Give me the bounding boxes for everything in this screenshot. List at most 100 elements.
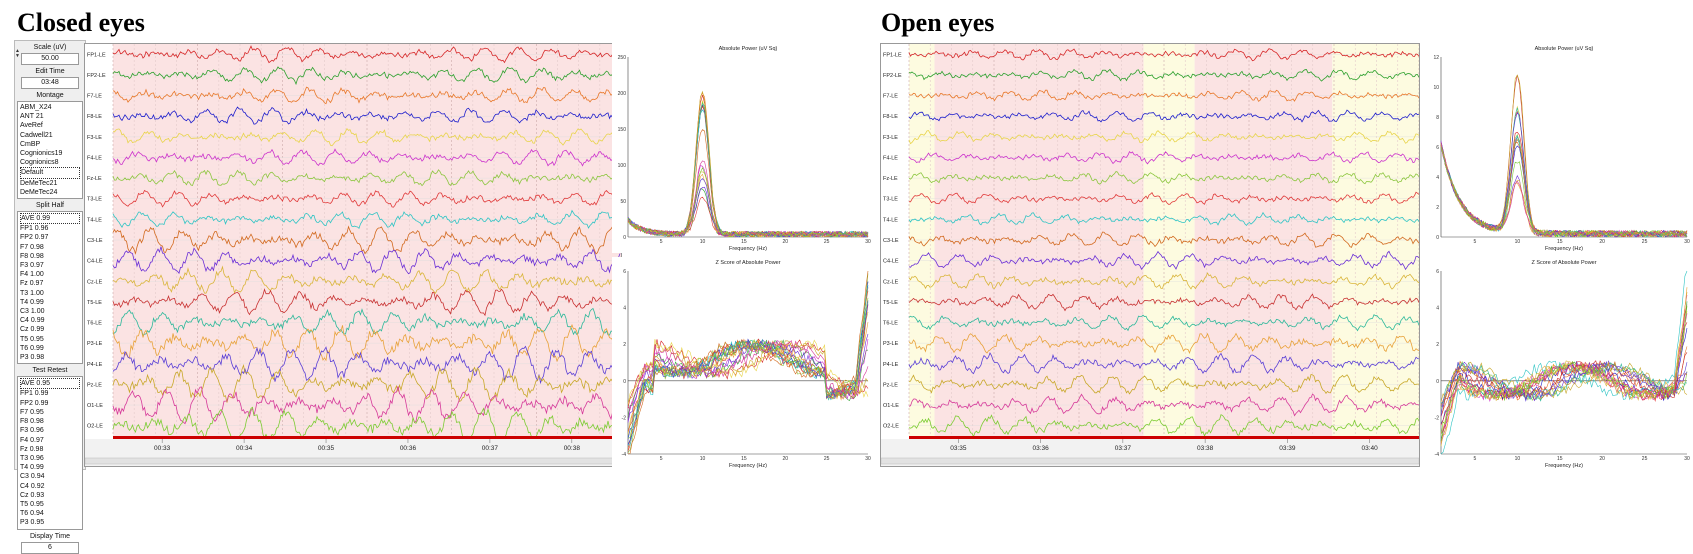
test-retest-item[interactable]: P3 0.95 (20, 519, 45, 527)
split-half-item[interactable]: AVE 0.99 (20, 213, 80, 225)
zscore-chart-open: Z Score of Absolute Power 5 10 15 20 25 30 -4 -2… (1425, 257, 1691, 470)
channel-label: F3-LE (883, 135, 898, 141)
x-tick-label: 20 (782, 239, 788, 245)
test-retest-item[interactable]: T3 0.96 (20, 454, 44, 462)
display-time-input[interactable]: 6 (21, 541, 79, 554)
test-retest-item[interactable]: C3 0.94 (20, 473, 45, 481)
spectrum-series (627, 101, 869, 238)
test-retest-item[interactable]: F3 0.96 (20, 427, 44, 435)
y-tick-label: 0 (1436, 235, 1439, 241)
x-tick-label: 10 (700, 456, 706, 462)
spectrum-series (1440, 360, 1688, 417)
test-retest-list[interactable]: AVE 0.95 FP1 0.99 FP2 0.99 F7 0.95 F8 0.98 F3… (17, 376, 83, 530)
split-half-item[interactable]: T6 0.99 (20, 344, 44, 352)
eeg-trace-panel-closed[interactable]: FP1-LE FP2-LE F7-LE F8-LE F3-LE F4-LE Fz-LE T3-… (84, 43, 622, 467)
montage-item[interactable]: Cognionics8 (20, 159, 59, 167)
montage-list[interactable]: ABM_X24 ANT 21 AveRef Cadwell21 CmBP Cognioni… (17, 101, 83, 200)
split-half-item[interactable]: F3 0.97 (20, 262, 44, 270)
montage-item[interactable]: AveRef (20, 122, 43, 130)
test-retest-item[interactable]: AVE 0.95 (20, 378, 80, 390)
x-tick-label: 25 (1642, 239, 1648, 245)
montage-item[interactable]: DeMeTec24 (20, 188, 58, 196)
test-retest-item[interactable]: FP2 0.99 (20, 399, 49, 407)
spectrum-series (627, 100, 869, 238)
spectrum-series (627, 103, 869, 238)
test-retest-item[interactable]: Fz 0.98 (20, 445, 44, 453)
x-tick-label: 10 (700, 239, 706, 245)
x-tick-label: 15 (1557, 456, 1563, 462)
time-label: 00:35 (318, 445, 335, 452)
channel-label: F3-LE (87, 135, 102, 141)
y-tick-label: 6 (623, 269, 626, 275)
test-retest-item[interactable]: F7 0.95 (20, 408, 44, 416)
eeg-trace-panel-open[interactable]: FP1-LE FP2-LE F7-LE F8-LE F3-LE F4-LE Fz-LE T3-… (880, 43, 1420, 467)
channel-label: FP1-LE (883, 52, 902, 58)
x-tick-label: 15 (741, 456, 747, 462)
montage-item[interactable]: ABM_X24 (20, 104, 52, 111)
edit-time-input[interactable]: 03:48 (21, 77, 79, 89)
x-tick-label: 30 (1684, 456, 1690, 462)
channel-label: P4-LE (883, 362, 899, 368)
channel-label: P4-LE (87, 362, 103, 368)
scale-spinner[interactable]: ▲ ▼ (15, 48, 20, 59)
split-half-item[interactable]: T3 1.00 (20, 289, 44, 297)
spectrum-series (627, 160, 869, 238)
time-label: 00:37 (482, 445, 499, 452)
chart-title: Z Score of Absolute Power (1531, 260, 1596, 266)
split-half-item[interactable]: C4 0.99 (20, 317, 45, 325)
montage-item[interactable]: Cognionics19 (20, 150, 63, 158)
test-retest-item[interactable]: C4 0.92 (20, 482, 45, 490)
scale-input[interactable]: 50.00 (21, 53, 79, 65)
split-half-item[interactable]: T4 0.99 (20, 298, 44, 306)
spectrum-series (627, 171, 869, 238)
channel-label: T3-LE (883, 197, 898, 203)
y-tick-label: 200 (618, 91, 627, 97)
x-axis-label: Frequency (Hz) (729, 246, 767, 252)
test-retest-item[interactable]: F8 0.98 (20, 418, 44, 426)
test-retest-item[interactable]: T6 0.94 (20, 510, 44, 518)
y-tick-label: 6 (1436, 145, 1439, 151)
montage-item[interactable]: Cadwell21 (20, 131, 53, 139)
split-half-item[interactable]: F7 0.98 (20, 243, 44, 251)
split-half-item[interactable]: T5 0.95 (20, 335, 44, 343)
time-label: 00:33 (154, 445, 171, 452)
spectrum-series (627, 167, 869, 238)
split-half-item[interactable]: F4 1.00 (20, 271, 44, 279)
test-retest-item[interactable]: Cz 0.93 (20, 491, 45, 499)
channel-label: C4-LE (87, 259, 103, 265)
split-half-item[interactable]: C3 1.00 (20, 308, 45, 316)
split-half-item[interactable]: P3 0.98 (20, 354, 45, 362)
test-retest-item[interactable]: T4 0.99 (20, 464, 44, 472)
spectrum-series (627, 92, 869, 238)
spectrum-series (1440, 111, 1688, 238)
spectrum-series (627, 297, 869, 439)
split-half-list[interactable]: AVE 0.99 FP1 0.96 FP2 0.97 F7 0.98 F8 0.98 F3… (17, 211, 83, 365)
y-tick-label: 150 (618, 127, 627, 133)
closed-eyes-title: Closed eyes (17, 8, 145, 37)
x-axis-label: Frequency (Hz) (729, 463, 767, 469)
test-retest-item[interactable]: F4 0.97 (20, 436, 44, 444)
spectrum-series (627, 287, 869, 452)
x-tick-label: 25 (1642, 456, 1648, 462)
channel-label: T5-LE (883, 300, 898, 306)
spectrum-series (1440, 74, 1688, 238)
split-half-item[interactable]: FP1 0.96 (20, 225, 49, 233)
x-tick-label: 5 (1474, 239, 1477, 245)
split-half-item[interactable]: Fz 0.97 (20, 280, 44, 288)
split-half-item[interactable]: FP2 0.97 (20, 234, 49, 242)
split-half-item[interactable]: F8 0.98 (20, 252, 44, 260)
channel-label: Cz-LE (883, 279, 899, 285)
test-retest-item[interactable]: FP1 0.99 (20, 390, 49, 398)
abs-power-chart-closed: Absolute Power (uV Sq) 5 10 15 20 25 30 0 50 100 1… (612, 43, 872, 253)
x-tick-label: 5 (1474, 456, 1477, 462)
channel-label: Pz-LE (883, 382, 898, 388)
montage-item[interactable]: DeMeTec21 (20, 179, 58, 187)
spectrum-series (627, 300, 869, 441)
montage-item[interactable]: CmBP (20, 140, 41, 148)
channel-label: O2-LE (87, 424, 103, 430)
test-retest-item[interactable]: T5 0.95 (20, 500, 44, 508)
split-half-item[interactable]: Cz 0.99 (20, 326, 45, 334)
montage-item[interactable]: Default (20, 167, 80, 179)
y-tick-label: 50 (620, 199, 626, 205)
montage-item[interactable]: ANT 21 (20, 113, 44, 121)
